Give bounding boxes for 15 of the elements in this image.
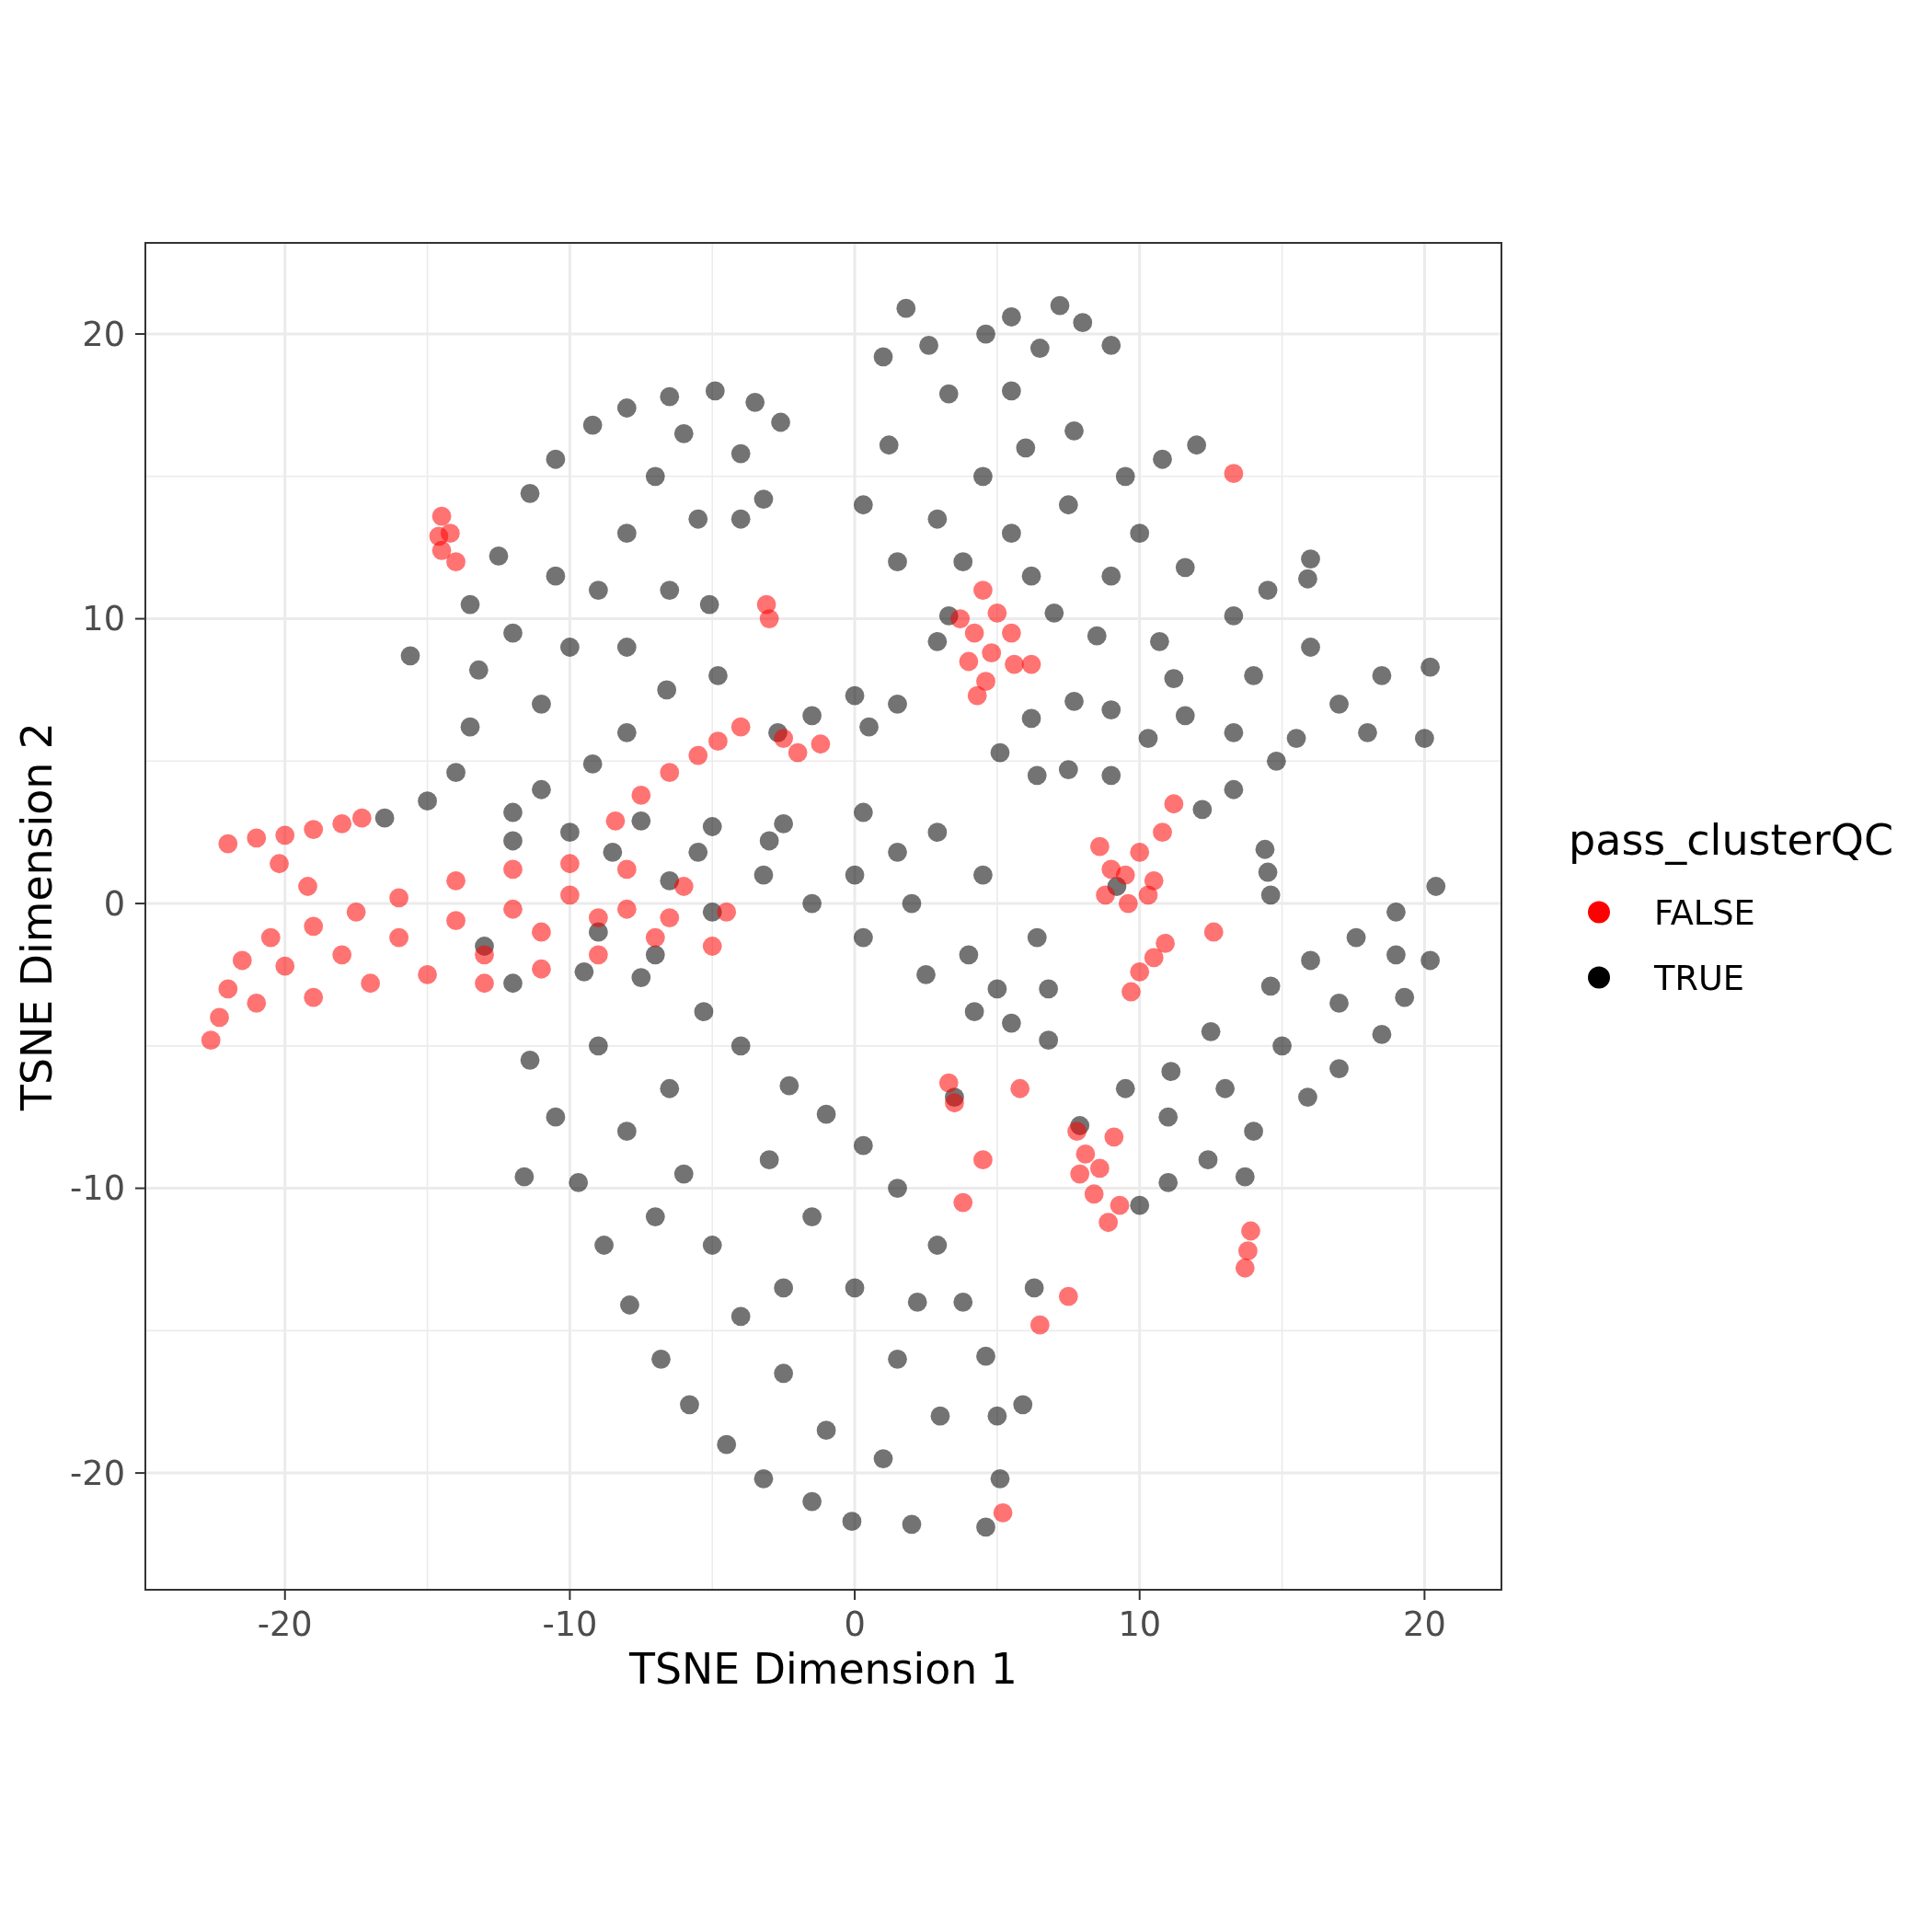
x-tick-label: 20 bbox=[1403, 1604, 1446, 1644]
x-tick-label: -20 bbox=[257, 1604, 313, 1644]
legend-label: TRUE bbox=[1653, 958, 1744, 997]
legend-title: pass_clusterQC bbox=[1569, 814, 1894, 865]
y-tick-label: 20 bbox=[82, 314, 125, 354]
y-tick-label: 0 bbox=[103, 883, 125, 924]
y-tick-label: 10 bbox=[82, 599, 125, 639]
x-axis-title: TSNE Dimension 1 bbox=[628, 1644, 1018, 1694]
x-tick-label: 10 bbox=[1118, 1604, 1162, 1644]
legend-label: FALSE bbox=[1654, 892, 1755, 932]
y-tick-label: -20 bbox=[70, 1453, 125, 1493]
y-tick-label: -10 bbox=[70, 1168, 125, 1209]
x-tick-label: -10 bbox=[542, 1604, 598, 1644]
y-axis-title: TSNE Dimension 2 bbox=[12, 722, 62, 1111]
x-tick-label: 0 bbox=[844, 1604, 866, 1644]
